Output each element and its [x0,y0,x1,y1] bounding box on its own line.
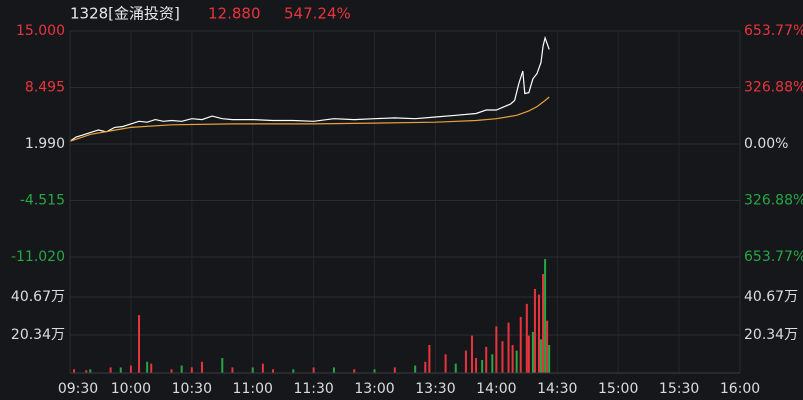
y2-tick-label: 0.00% [744,136,788,152]
volume-bar [507,322,510,373]
volume-bar [515,350,518,373]
volume-bar [200,361,203,373]
x-tick-label: 10:30 [172,381,212,397]
y-tick-label: -11.020 [11,249,65,265]
volume-bar [231,367,234,373]
volume-bar [129,365,132,373]
y2-tick-label: 653.77% [744,249,803,265]
volume-bar [485,346,488,373]
volume-bar [424,361,427,373]
volume-bar [393,367,396,373]
x-tick-label: 10:00 [111,381,151,397]
volume-bar [491,354,494,373]
x-tick-label: 15:00 [598,381,638,397]
volume-bar [544,259,547,373]
price-line [69,96,550,142]
y-tick-label-right: 40.67万 [744,289,798,305]
volume-bar [138,315,141,373]
y-tick-label: 20.34万 [11,327,65,343]
volume-bar [119,367,122,373]
volume-bar [353,369,356,373]
x-tick-label: 14:00 [476,381,516,397]
y-tick-label: 40.67万 [11,289,65,305]
volume-bar [312,367,315,373]
volume-bar [180,365,183,373]
volume-bar [444,354,447,373]
y2-tick-label: 326.88% [744,80,803,96]
y2-tick-label: 653.77% [744,23,803,39]
volume-bar [538,294,540,373]
volume-bar [73,369,76,373]
volume-bar [495,326,498,373]
price-line [69,35,550,142]
y-tick-label: 1.990 [25,136,65,152]
volume-bar [464,350,467,373]
volume-bar [292,369,295,373]
volume-bar [146,361,149,373]
x-tick-label: 14:30 [537,381,577,397]
volume-bar [533,288,536,373]
volume-bar [109,367,112,373]
volume-bar [454,363,457,373]
volume-bar [150,363,153,373]
volume-bar [85,370,88,373]
x-tick-label: 13:30 [415,381,455,397]
x-tick-label: 13:00 [354,381,394,397]
volume-bar [373,369,376,373]
stock-name: 1328[金涌投资] [70,5,180,23]
volume-bar [542,273,545,373]
volume-bar [89,369,92,373]
volume-bar [548,344,551,373]
change-percent: 547.24% [284,5,351,23]
volume-bar [511,344,514,373]
volume-bar [501,341,504,373]
volume-bar [221,358,224,373]
volume-bar [414,365,417,373]
volume-bar [428,344,431,373]
volume-bar [519,316,522,373]
y-tick-label: -4.515 [20,193,65,209]
volume-bar [471,335,473,373]
volume-bar [527,335,530,373]
last-price: 12.880 [208,5,261,23]
x-tick-label: 15:30 [659,381,699,397]
x-tick-label: 11:30 [293,381,333,397]
volume-bar [272,369,275,373]
volume-bar [481,359,484,373]
volume-bar [531,331,534,373]
volume-bar [261,363,264,373]
volume-bar [525,303,528,373]
y-tick-label: 8.495 [25,80,65,96]
volume-bar [170,369,173,373]
x-tick-label: 09:30 [58,381,98,397]
x-tick-label: 16:00 [720,381,760,397]
x-tick-label: 11:00 [233,381,273,397]
volume-bar [540,339,543,373]
volume-bar [332,367,335,373]
volume-bar [190,367,193,373]
volume-bar [546,320,549,373]
y2-tick-label: 326.88% [744,192,803,208]
y-tick-label-right: 20.34万 [744,327,798,343]
volume-bar [251,367,254,373]
y-tick-label: 15.000 [16,23,65,39]
volume-bar [475,358,478,373]
